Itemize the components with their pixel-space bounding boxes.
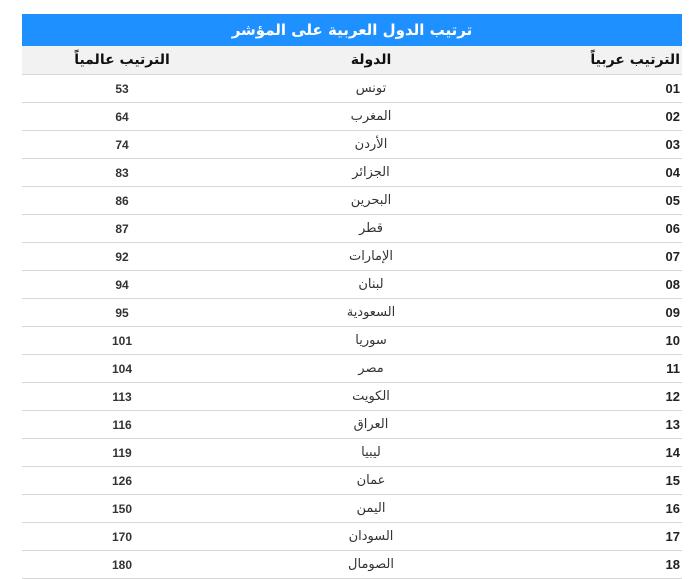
cell-country: المغرب xyxy=(350,109,392,124)
cell-country: تونس xyxy=(355,81,387,96)
cell-arab-rank: 16 xyxy=(665,501,680,516)
cell-arab-rank: 09 xyxy=(665,305,680,320)
cell-arab-rank: 10 xyxy=(665,333,680,348)
table-row: 01 تونس 53 xyxy=(22,75,682,103)
table-row: 11 مصر 104 xyxy=(22,355,682,383)
cell-arab-rank: 18 xyxy=(665,557,680,572)
cell-world-rank: 94 xyxy=(115,277,129,292)
cell-country: الأردن xyxy=(354,137,388,152)
cell-country: البحرين xyxy=(350,193,392,208)
header-country: الدولة xyxy=(350,52,392,68)
cell-world-rank: 53 xyxy=(115,81,129,96)
table-title: ترتيب الدول العربية على المؤشر xyxy=(22,14,682,46)
cell-arab-rank: 13 xyxy=(665,417,680,432)
cell-arab-rank: 05 xyxy=(665,193,680,208)
cell-world-rank: 101 xyxy=(111,333,133,348)
table-row: 07 الإمارات 92 xyxy=(22,243,682,271)
cell-world-rank: 86 xyxy=(115,193,129,208)
cell-country: مصر xyxy=(358,361,384,376)
table-header-row: الترتيب عربياً الدولة الترتيب عالمياً xyxy=(22,46,682,75)
cell-country: لبنان xyxy=(358,277,384,292)
table-row: 13 العراق 116 xyxy=(22,411,682,439)
table-row: 03 الأردن 74 xyxy=(22,131,682,159)
header-arab-rank: الترتيب عربياً xyxy=(590,52,680,68)
ranking-table: ترتيب الدول العربية على المؤشر الترتيب ع… xyxy=(22,14,682,579)
cell-arab-rank: 03 xyxy=(665,137,680,152)
cell-arab-rank: 08 xyxy=(665,277,680,292)
cell-country: الجزائر xyxy=(352,165,390,180)
cell-world-rank: 64 xyxy=(115,109,129,124)
cell-world-rank: 74 xyxy=(115,137,129,152)
cell-country: الكويت xyxy=(352,389,390,404)
table-row: 18 الصومال 180 xyxy=(22,551,682,579)
cell-country: الإمارات xyxy=(348,249,394,264)
header-world-rank: الترتيب عالمياً xyxy=(74,52,170,68)
cell-country: الصومال xyxy=(348,557,394,572)
table-row: 08 لبنان 94 xyxy=(22,271,682,299)
cell-world-rank: 116 xyxy=(112,417,132,432)
cell-arab-rank: 04 xyxy=(665,165,680,180)
cell-arab-rank: 01 xyxy=(665,81,680,96)
table-body: 01 تونس 53 02 المغرب 64 03 الأردن 74 04 الجزائر 83 0… xyxy=(22,75,682,579)
cell-world-rank: 87 xyxy=(115,221,129,236)
cell-country: السودان xyxy=(348,529,394,544)
table-row: 06 قطر 87 xyxy=(22,215,682,243)
cell-world-rank: 95 xyxy=(115,305,129,320)
cell-world-rank: 170 xyxy=(111,529,133,544)
cell-country: سوريا xyxy=(355,333,387,348)
cell-country: عمان xyxy=(356,473,386,488)
table-row: 09 السعودية 95 xyxy=(22,299,682,327)
cell-world-rank: 150 xyxy=(111,501,133,516)
table-row: 05 البحرين 86 xyxy=(22,187,682,215)
cell-country: السعودية xyxy=(346,305,396,320)
cell-arab-rank: 12 xyxy=(665,389,680,404)
cell-world-rank: 104 xyxy=(111,361,133,376)
cell-arab-rank: 15 xyxy=(665,473,680,488)
table-row: 10 سوريا 101 xyxy=(22,327,682,355)
table-row: 02 المغرب 64 xyxy=(22,103,682,131)
cell-arab-rank: 11 xyxy=(666,361,680,376)
cell-country: قطر xyxy=(358,221,384,236)
table-row: 12 الكويت 113 xyxy=(22,383,682,411)
cell-country: ليبيا xyxy=(361,445,381,460)
table-row: 14 ليبيا 119 xyxy=(22,439,682,467)
cell-arab-rank: 14 xyxy=(665,445,680,460)
cell-world-rank: 126 xyxy=(111,473,133,488)
cell-world-rank: 113 xyxy=(112,389,132,404)
cell-world-rank: 92 xyxy=(115,249,129,264)
table-row: 15 عمان 126 xyxy=(22,467,682,495)
cell-world-rank: 83 xyxy=(115,165,129,180)
cell-world-rank: 180 xyxy=(111,557,133,572)
cell-country: اليمن xyxy=(356,501,386,516)
cell-world-rank: 119 xyxy=(112,445,132,460)
cell-country: العراق xyxy=(353,417,389,432)
table-row: 16 اليمن 150 xyxy=(22,495,682,523)
cell-arab-rank: 06 xyxy=(665,221,680,236)
table-row: 04 الجزائر 83 xyxy=(22,159,682,187)
cell-arab-rank: 07 xyxy=(665,249,680,264)
cell-arab-rank: 02 xyxy=(665,109,680,124)
table-row: 17 السودان 170 xyxy=(22,523,682,551)
cell-arab-rank: 17 xyxy=(665,529,680,544)
